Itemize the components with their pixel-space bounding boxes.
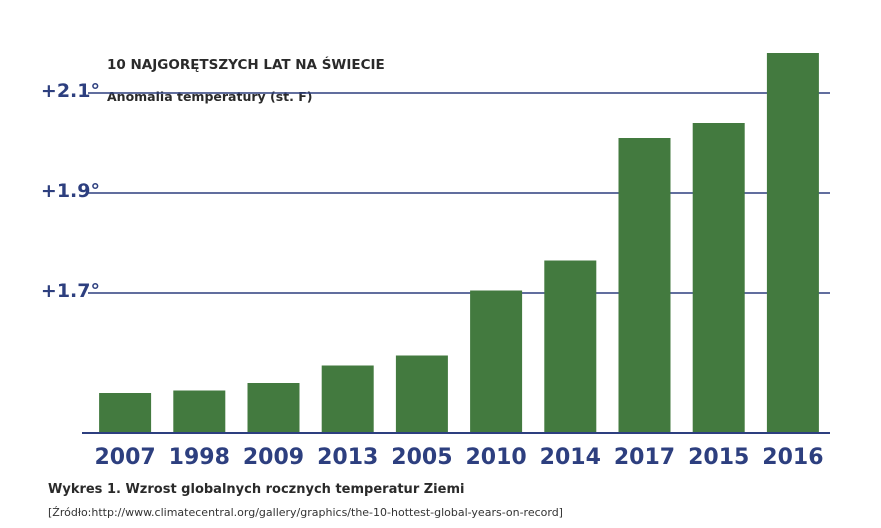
x-tick-label: 2017: [614, 445, 675, 470]
x-tick-label: 2010: [465, 445, 526, 470]
x-tick-label: 2015: [688, 445, 749, 470]
x-tick-label: 1998: [169, 445, 230, 470]
bar-2005: [395, 355, 448, 433]
bar-2017: [618, 138, 671, 433]
bar-1998: [173, 390, 226, 433]
bar-2009: [247, 383, 300, 433]
bars: [99, 53, 819, 433]
figure-caption: Wykres 1. Wzrost globalnych rocznych tem…: [48, 482, 465, 497]
x-tick-label: 2007: [94, 445, 155, 470]
chart-subtitle: Anomalia temperatury (st. F): [107, 89, 313, 104]
chart-title: 10 NAJGORĘTSZYCH LAT NA ŚWIECIE: [107, 55, 385, 73]
source-note: [Źródło:http://www.climatecentral.org/ga…: [48, 506, 563, 519]
bar-2014: [544, 260, 597, 433]
x-tick-label: 2009: [243, 445, 304, 470]
bar-2015: [692, 123, 745, 433]
y-tick-label: +1.9°: [41, 180, 100, 202]
y-tick-labels: +1.7° +1.9° +2.1°: [41, 80, 100, 302]
y-tick-label: +2.1°: [41, 80, 100, 102]
x-tick-label: 2016: [762, 445, 823, 470]
bar-2013: [321, 365, 374, 433]
y-tick-label: +1.7°: [41, 280, 100, 302]
x-tick-label: 2005: [391, 445, 452, 470]
bar-chart: 10 NAJGORĘTSZYCH LAT NA ŚWIECIE Anomalia…: [41, 53, 830, 470]
x-tick-label: 2014: [540, 445, 601, 470]
x-tick-labels: 2007 1998 2009 2013 2005 2010 2014 2017 2015 2016: [94, 445, 823, 470]
bar-2007: [99, 393, 152, 433]
bar-2016: [766, 53, 819, 433]
x-tick-label: 2013: [317, 445, 378, 470]
bar-2010: [470, 290, 523, 433]
